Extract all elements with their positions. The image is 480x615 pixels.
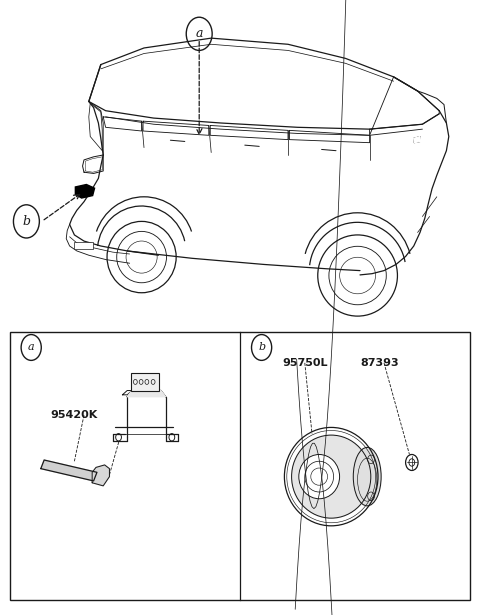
Polygon shape bbox=[92, 465, 109, 486]
Text: 95420K: 95420K bbox=[51, 410, 98, 420]
Text: 87393: 87393 bbox=[360, 358, 398, 368]
Ellipse shape bbox=[353, 448, 381, 506]
Polygon shape bbox=[127, 391, 166, 397]
Polygon shape bbox=[41, 460, 97, 481]
Ellipse shape bbox=[291, 435, 371, 518]
Text: b: b bbox=[258, 343, 265, 352]
Ellipse shape bbox=[299, 454, 339, 499]
Text: a: a bbox=[195, 27, 203, 41]
Bar bbox=[10, 332, 470, 600]
Text: 95750L: 95750L bbox=[282, 358, 327, 368]
Text: a: a bbox=[28, 343, 35, 352]
Polygon shape bbox=[414, 137, 420, 143]
Text: b: b bbox=[23, 215, 30, 228]
Polygon shape bbox=[75, 184, 95, 198]
Bar bbox=[131, 373, 159, 391]
Bar bbox=[74, 242, 93, 249]
